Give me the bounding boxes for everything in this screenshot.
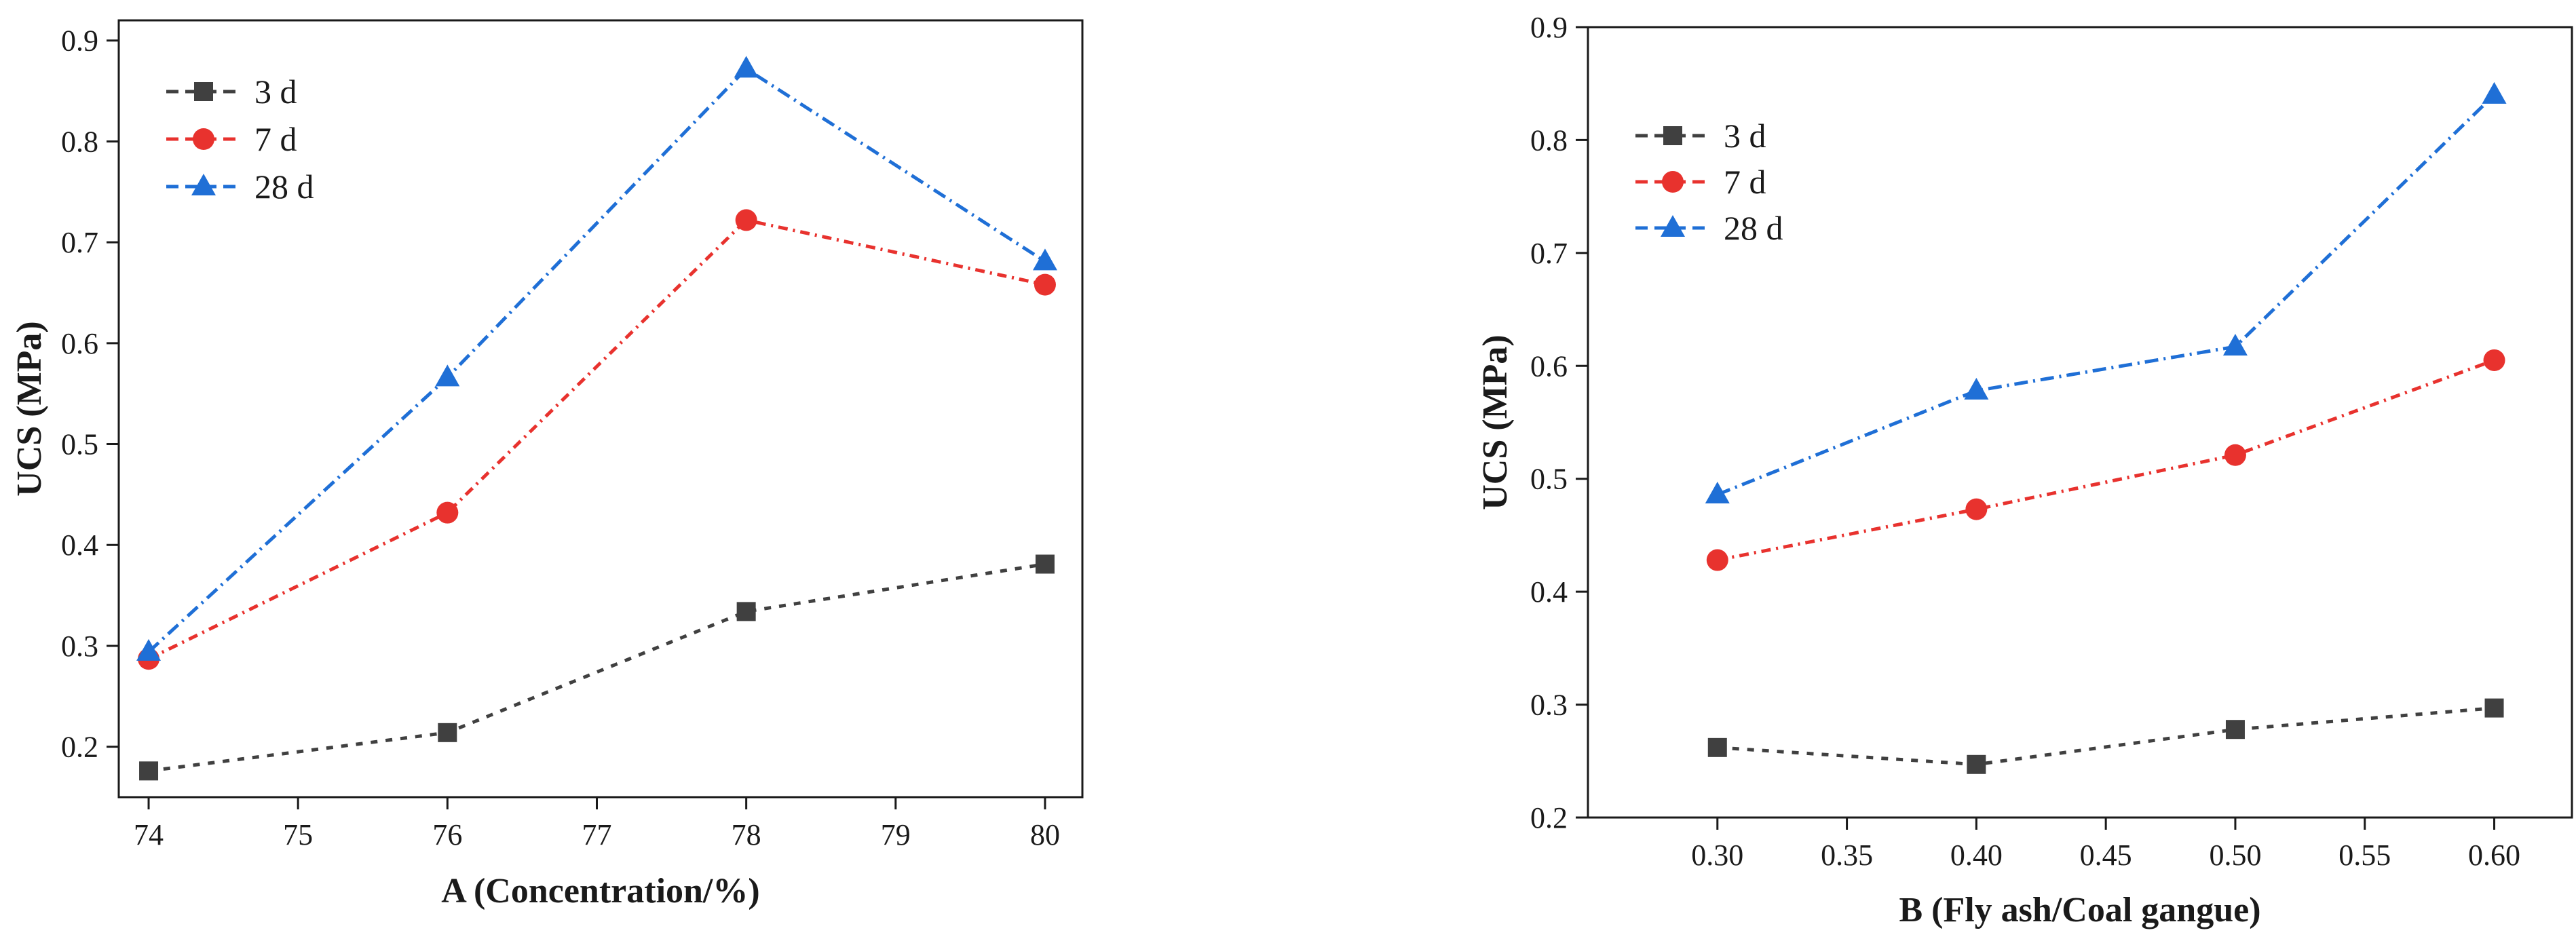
x-tick-label: 0.60 [2468, 839, 2520, 872]
x-axis-title: B (Fly ash/Coal gangue) [1899, 891, 2260, 929]
x-tick-label: 0.45 [2080, 839, 2132, 872]
data-point [2225, 720, 2245, 740]
x-tick-label: 0.35 [1821, 839, 1873, 872]
y-tick-label: 0.5 [1530, 463, 1568, 496]
data-point [136, 638, 162, 661]
data-point [1707, 737, 1727, 757]
legend-label: 3 d [254, 73, 297, 111]
data-point [1032, 248, 1057, 271]
data-point [2484, 698, 2504, 718]
data-point [1035, 554, 1055, 574]
legend-marker [1661, 215, 1685, 237]
legend-marker [191, 174, 216, 195]
x-tick-label: 79 [881, 818, 911, 851]
data-point [1965, 498, 1988, 520]
x-tick-label: 74 [134, 818, 164, 851]
legend-marker [194, 82, 213, 101]
y-tick-label: 0.9 [1530, 11, 1568, 44]
series-line [1717, 358, 2495, 562]
y-tick-label: 0.3 [61, 630, 98, 663]
y-tick-label: 0.2 [61, 731, 98, 764]
x-tick-label: 0.50 [2209, 839, 2261, 872]
data-point [735, 209, 757, 231]
plot-frame [1587, 26, 2573, 819]
legend-marker [1662, 171, 1684, 193]
x-tick-label: 0.40 [1950, 839, 2003, 872]
y-tick-label: 0.2 [1530, 801, 1568, 834]
x-tick-label: 0.55 [2338, 839, 2391, 872]
series-line [148, 562, 1046, 773]
data-point [2483, 349, 2505, 371]
y-axis-title: UCS (MPa) [1476, 334, 1515, 510]
legend-label: 7 d [1724, 163, 1766, 201]
x-tick-label: 80 [1030, 818, 1060, 851]
legend-label: 28 d [254, 168, 314, 206]
series-7-d [1706, 349, 2505, 571]
y-tick-label: 0.6 [1530, 349, 1568, 383]
legend: 3 d 7 d 28 d [1635, 117, 1783, 247]
series-line [1716, 94, 2496, 497]
y-tick-label: 0.7 [1530, 237, 1568, 270]
y-tick-label: 0.6 [61, 327, 98, 360]
legend-label: 3 d [1724, 117, 1766, 155]
data-point [1967, 754, 1986, 774]
series-line [147, 218, 1046, 661]
data-point [1705, 482, 1730, 504]
x-tick-label: 77 [582, 818, 611, 851]
y-tick-label: 0.4 [1530, 575, 1568, 609]
data-point [435, 364, 460, 387]
x-tick-label: 75 [283, 818, 313, 851]
x-axis-title: A (Concentration/%) [441, 872, 759, 910]
data-point [2224, 444, 2246, 466]
chart-panel-a: 74 75 76 77 78 79 80 0.2 0.3 0.4 0.5 0.6 0.7 0.8 0.9 A … [10, 19, 1084, 910]
legend-marker [193, 128, 214, 150]
y-tick-label: 0.7 [61, 226, 98, 259]
legend-label: 28 d [1724, 209, 1783, 247]
series-line [1717, 706, 2495, 767]
y-tick-label: 0.8 [61, 125, 98, 158]
x-tick-label: 76 [432, 818, 462, 851]
series-28-d [1705, 81, 2507, 504]
data-point [734, 56, 759, 78]
legend: 3 d 7 d 28 d [166, 73, 314, 206]
y-tick-label: 0.3 [1530, 689, 1568, 722]
series-line [147, 66, 1046, 653]
data-point [736, 602, 756, 621]
y-tick-label: 0.5 [61, 428, 98, 461]
plot-frame [117, 19, 1084, 799]
data-point [139, 761, 159, 781]
y-axis-title: UCS (MPa) [10, 321, 49, 497]
data-point [1034, 273, 1056, 296]
data-point [438, 723, 457, 742]
y-tick-label: 0.4 [61, 529, 98, 562]
legend-label: 7 d [254, 120, 297, 158]
series-7-d [138, 209, 1056, 670]
series-3-d [139, 554, 1055, 781]
legend-marker [1663, 126, 1682, 145]
y-tick-label: 0.9 [61, 24, 98, 58]
data-point [1964, 377, 1989, 400]
series-3-d [1707, 698, 2504, 774]
x-tick-label: 78 [732, 818, 761, 851]
chart-panel-b: 0.30 0.35 0.40 0.45 0.50 0.55 0.60 0.2 0.3 0.4 0.5… [1476, 11, 2573, 929]
x-tick-label: 0.30 [1691, 839, 1743, 872]
data-point [2222, 333, 2248, 356]
series-28-d [136, 56, 1057, 661]
data-point [1706, 549, 1728, 571]
data-point [436, 501, 459, 524]
data-point [2482, 81, 2507, 104]
y-tick-label: 0.8 [1530, 123, 1568, 157]
